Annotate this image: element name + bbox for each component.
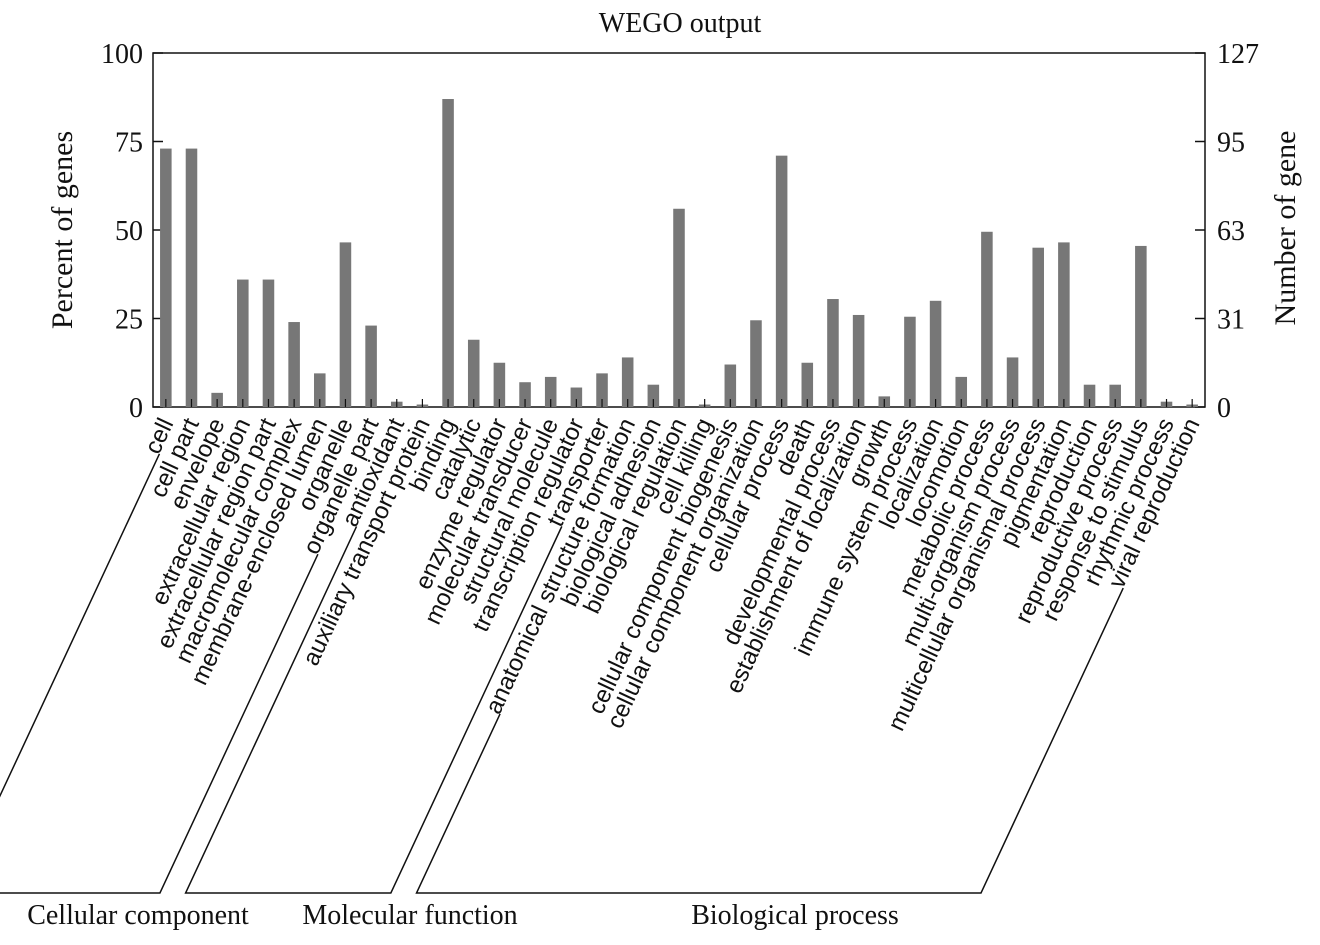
bar [570,387,583,407]
bar [801,362,814,407]
bar [1135,245,1147,407]
right-tick-label: 0 [1217,393,1231,424]
group-bracket [415,587,1124,894]
bar [775,155,788,407]
right-tick-label: 127 [1217,39,1259,70]
bar [314,373,326,407]
bar [981,231,993,407]
group-label: Biological process [691,900,899,931]
bar [185,148,198,407]
group-label: Molecular function [302,900,517,931]
bar [442,99,454,408]
bar [596,373,608,407]
bar [904,316,916,407]
left-axis-label: Percent of genes [46,131,79,329]
bar [724,364,737,407]
bar [1006,357,1019,407]
bar [955,376,968,407]
right-tick-label: 95 [1217,128,1245,159]
bars [160,99,1198,408]
left-tick-label: 100 [101,39,143,70]
bar [1032,247,1044,407]
bar [1083,384,1096,407]
bar [1109,384,1121,407]
group-bracket [0,453,319,894]
bar [852,314,865,407]
left-tick-label: 0 [129,393,143,424]
group-bracket [184,526,563,894]
chart-title: WEGO output [599,8,762,39]
bar [339,242,352,407]
bar [493,362,506,407]
bar [1058,242,1070,407]
bar [673,208,685,407]
bar [647,384,660,407]
axis-ticks: 0 0 25 31 50 63 75 95 100 127 [101,39,1259,424]
bar [288,322,300,407]
left-tick-label: 50 [115,216,143,247]
right-axis-label: Number of gene [1269,131,1302,326]
left-tick-label: 25 [115,305,143,336]
bar [262,279,275,407]
bar [544,376,557,407]
bar [160,148,172,407]
bar [365,325,377,407]
right-tick-label: 63 [1217,216,1245,247]
left-tick-label: 75 [115,128,143,159]
bar [467,339,480,407]
bar [237,279,249,407]
bar [621,357,634,407]
bar [519,382,531,407]
bar [827,299,839,407]
bar [929,300,942,407]
right-tick-label: 31 [1217,305,1245,336]
bar [750,320,762,407]
group-label: Cellular component [27,900,249,931]
group-brackets: Cellular component Molecular function Biol… [0,453,1124,931]
